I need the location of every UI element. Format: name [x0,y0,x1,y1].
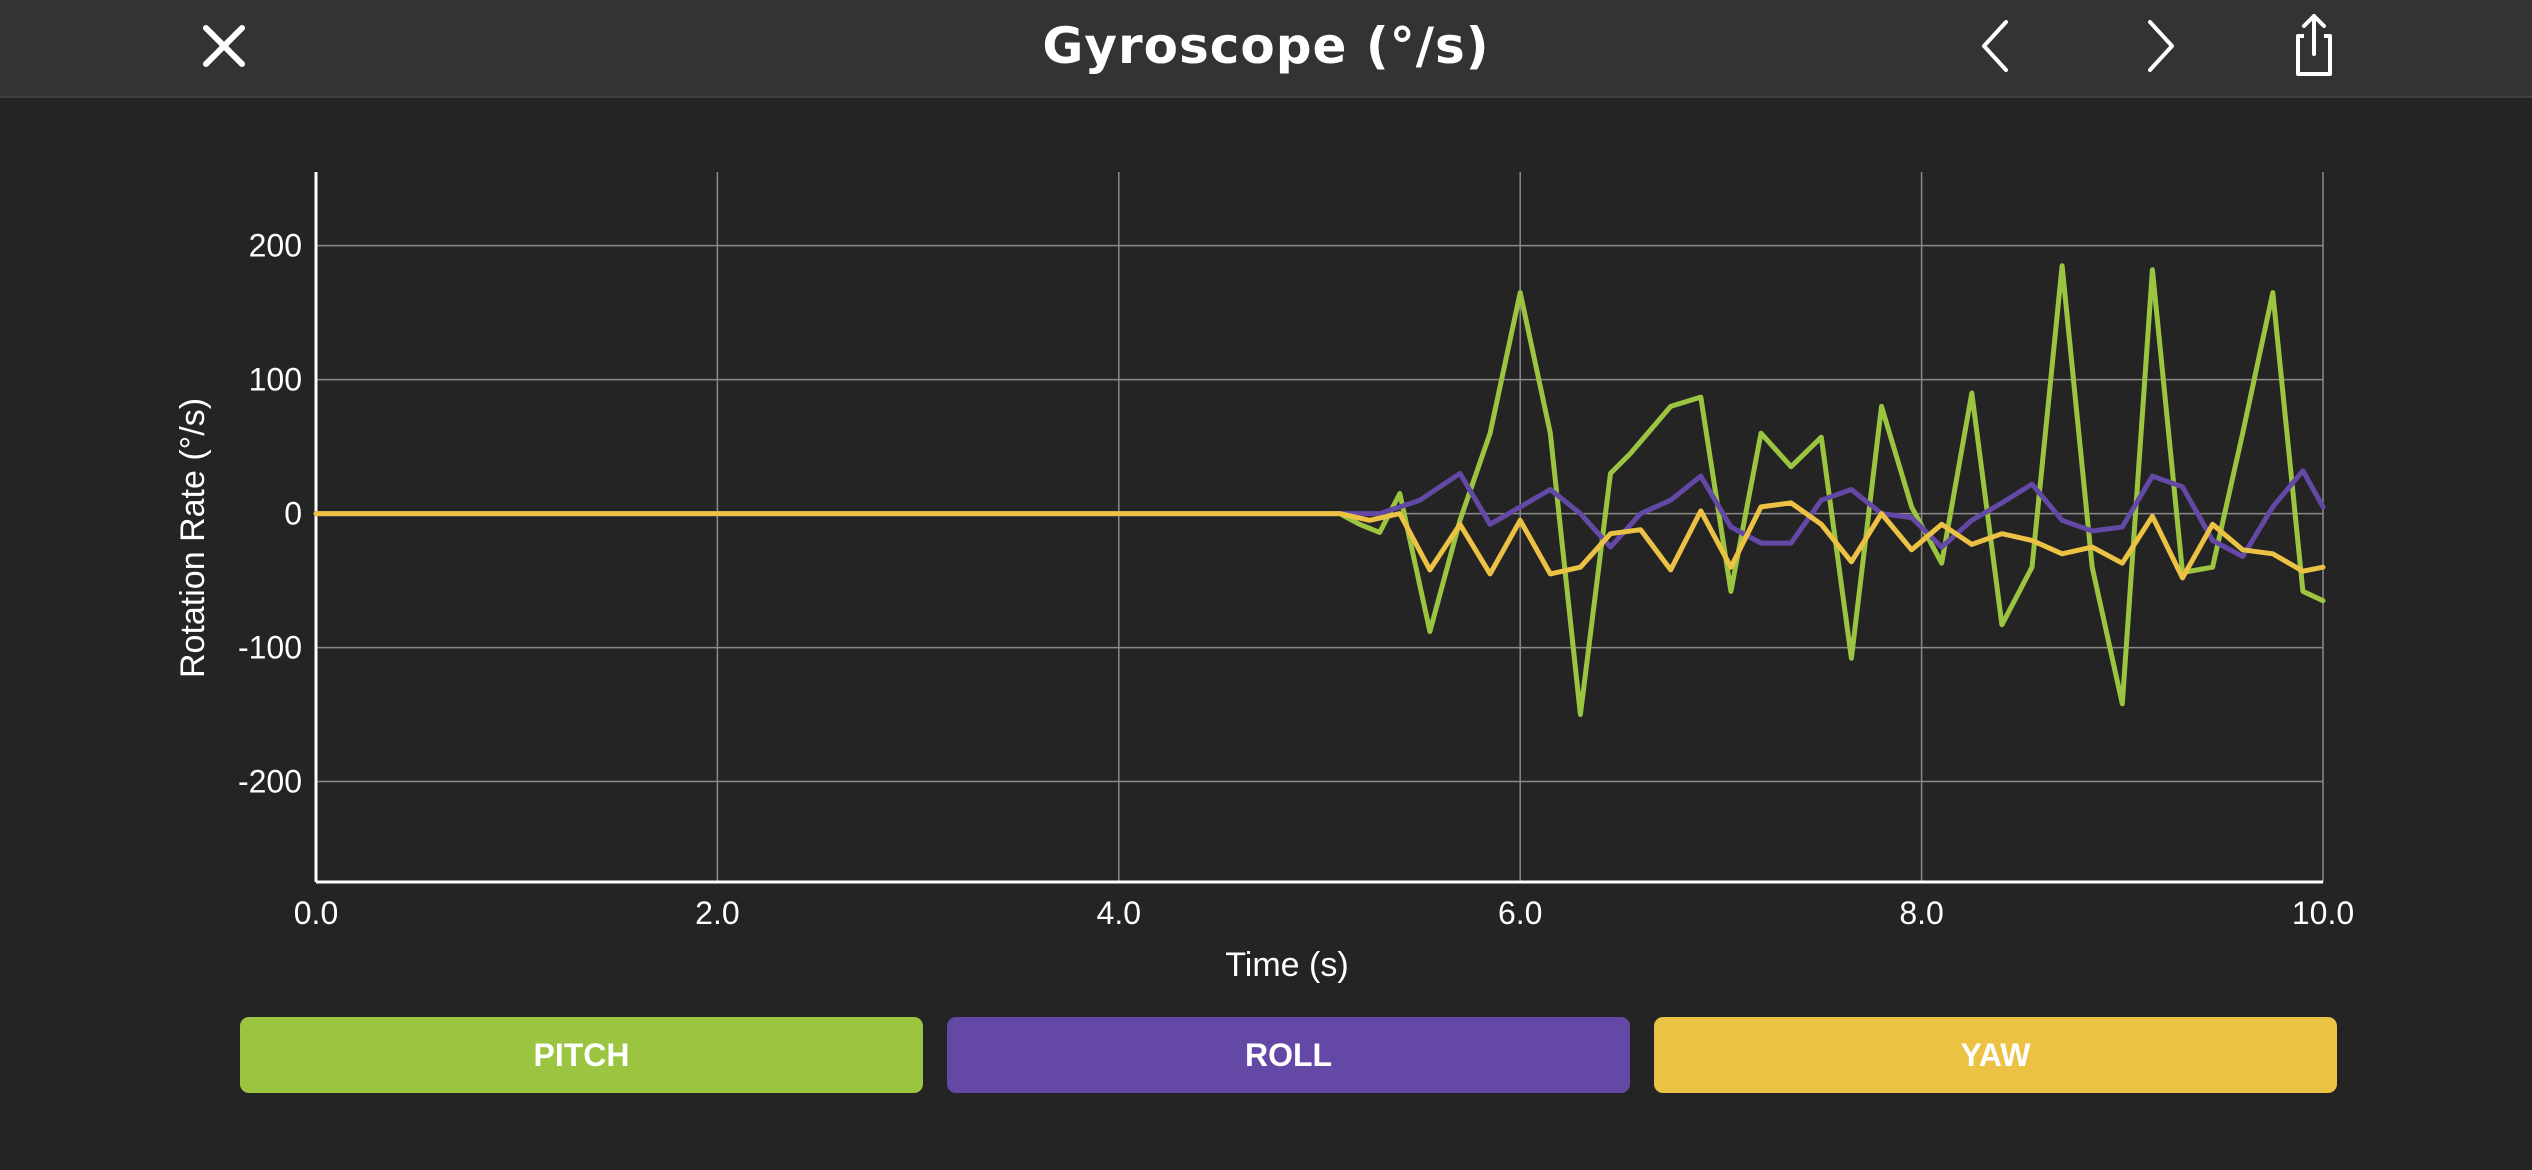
next-button[interactable] [2122,10,2194,82]
y-tick-label: 200 [249,228,302,264]
share-icon [2278,10,2350,82]
x-tick-label: 2.0 [695,895,739,931]
y-tick-label: 0 [284,496,302,532]
share-button[interactable] [2278,10,2350,82]
x-tick-label: 10.0 [2292,895,2354,931]
yaw-button[interactable]: YAW [1654,1017,2337,1093]
chart-axes: 0.0 2.0 4.0 6.0 8.0 10.0 200 100 0 -100 -200 [238,172,2354,931]
close-icon [188,10,260,82]
x-axis-label: Time (s) [1225,946,1348,984]
x-tick-label: 4.0 [1097,895,1141,931]
previous-button[interactable] [1962,10,2034,82]
x-tick-label: 6.0 [1498,895,1542,931]
chevron-right-icon [2122,10,2194,82]
x-tick-label: 8.0 [1899,895,1943,931]
x-tick-label: 0.0 [294,895,338,931]
y-axis-label: Rotation Rate (°/s) [174,398,212,678]
chart-svg: 0.0 2.0 4.0 6.0 8.0 10.0 200 100 0 -100 -200 Time … [0,100,2532,1000]
y-tick-label: 100 [249,362,302,398]
gyroscope-chart: 0.0 2.0 4.0 6.0 8.0 10.0 200 100 0 -100 -200 Time … [0,100,2532,1000]
pitch-button[interactable]: PITCH [240,1017,923,1093]
header-bar: Gyroscope (°/s) [0,0,2532,98]
chevron-left-icon [1962,10,2034,82]
close-button[interactable] [188,10,260,82]
y-tick-label: -200 [238,764,302,800]
roll-button[interactable]: ROLL [947,1017,1630,1093]
y-tick-label: -100 [238,630,302,666]
chart-grid [316,172,2323,882]
